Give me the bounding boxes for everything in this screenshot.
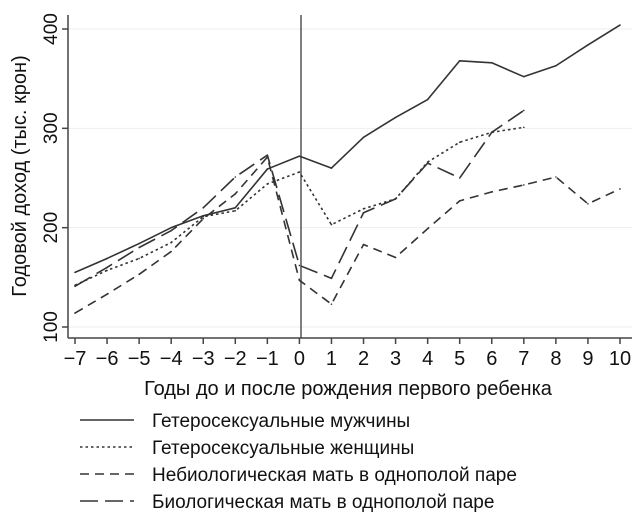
data-point <box>330 223 333 226</box>
y-axis-label: Годовой доход (тыс. крон) <box>9 55 31 296</box>
data-point <box>106 257 108 260</box>
data-point <box>362 136 365 139</box>
series-line-3 <box>74 156 621 314</box>
data-point <box>362 243 365 246</box>
y-tick-label: 100 <box>41 311 62 343</box>
data-point <box>619 24 621 26</box>
data-point <box>106 293 108 296</box>
data-point <box>202 215 205 218</box>
y-tick-label: 300 <box>41 112 62 144</box>
data-point <box>587 44 589 46</box>
x-tick-label: 4 <box>422 348 433 370</box>
y-ticks: 100 200 300 400 <box>41 13 68 343</box>
x-tick-label: 2 <box>358 348 369 370</box>
data-point <box>298 171 301 173</box>
data-point <box>74 312 76 314</box>
data-point <box>202 217 205 220</box>
data-point <box>490 131 493 134</box>
data-point <box>523 109 525 112</box>
data-point <box>330 303 333 305</box>
x-tick-label: −6 <box>96 348 119 370</box>
data-point <box>458 59 461 62</box>
x-tick-label: 5 <box>454 348 465 370</box>
data-point <box>138 273 140 276</box>
data-point <box>555 176 557 178</box>
data-point <box>234 176 237 178</box>
y-tick-label: 200 <box>41 212 62 244</box>
data-point <box>555 64 557 67</box>
x-tick-label: −5 <box>128 348 151 370</box>
data-point <box>170 250 172 253</box>
data-point <box>266 183 269 185</box>
data-point <box>266 168 269 170</box>
data-point <box>202 207 205 209</box>
y-tick-label: 400 <box>41 13 62 45</box>
data-point <box>426 162 429 164</box>
data-point <box>458 177 461 179</box>
series-line-1 <box>74 24 621 274</box>
x-tick-label: 0 <box>294 348 305 370</box>
data-point <box>330 167 333 169</box>
x-tick-label: −1 <box>256 348 279 370</box>
x-tick-label: 6 <box>486 348 497 370</box>
data-point <box>426 227 429 230</box>
data-point <box>170 226 172 229</box>
x-tick-label: 1 <box>326 348 337 370</box>
data-point <box>490 191 493 193</box>
series-line-2 <box>74 126 524 287</box>
x-tick-label: 8 <box>550 348 561 370</box>
data-point <box>523 184 525 186</box>
data-point <box>298 155 301 157</box>
x-tick-label: 7 <box>518 348 529 370</box>
data-point <box>394 256 397 259</box>
data-point <box>106 269 108 272</box>
data-point <box>394 116 397 119</box>
data-point <box>106 266 108 269</box>
data-point <box>394 198 397 200</box>
x-tick-label: −4 <box>160 348 183 370</box>
legend: Гетеросексуальные мужчины Гетеросексуальн… <box>80 411 517 513</box>
data-point <box>266 154 269 156</box>
data-point <box>74 285 76 288</box>
data-point <box>587 203 589 205</box>
data-point <box>330 277 333 280</box>
data-point <box>458 141 461 144</box>
legend-label: Гетеросексуальные женщины <box>152 438 414 459</box>
data-point <box>523 126 525 129</box>
data-point <box>362 207 365 210</box>
data-point <box>426 98 429 101</box>
x-axis-label: Годы до и после рождения первого ребенка <box>144 378 553 400</box>
series-group <box>74 24 621 314</box>
data-point <box>234 193 237 195</box>
data-point <box>234 207 237 209</box>
data-point <box>138 257 140 260</box>
data-point <box>138 242 140 245</box>
data-point <box>490 61 493 64</box>
data-point <box>458 200 461 202</box>
data-point <box>523 75 525 78</box>
data-point <box>170 241 172 244</box>
data-point <box>298 264 301 267</box>
data-point <box>619 188 621 190</box>
data-point <box>170 229 172 232</box>
legend-label: Гетеросексуальные мужчины <box>152 411 410 432</box>
x-tick-label: −3 <box>192 348 215 370</box>
x-tick-label: −7 <box>64 348 87 370</box>
data-point <box>234 209 237 212</box>
x-ticks: −7 −6 −5 −4 −3 −2 −1 0 1 2 3 4 5 6 7 8 9 10 <box>64 338 631 370</box>
x-tick-label: 10 <box>609 348 631 370</box>
x-tick-label: 9 <box>582 348 593 370</box>
grid <box>68 28 632 328</box>
legend-label: Небиологическая мать в однополой паре <box>152 465 517 486</box>
data-point <box>298 279 301 282</box>
data-point <box>138 246 140 249</box>
data-point <box>362 211 365 214</box>
legend-label: Биологическая мать в однополой паре <box>152 492 494 513</box>
series-line-4 <box>74 109 525 287</box>
data-point <box>74 271 76 274</box>
x-tick-label: −2 <box>224 348 247 370</box>
x-tick-label: 3 <box>390 348 401 370</box>
